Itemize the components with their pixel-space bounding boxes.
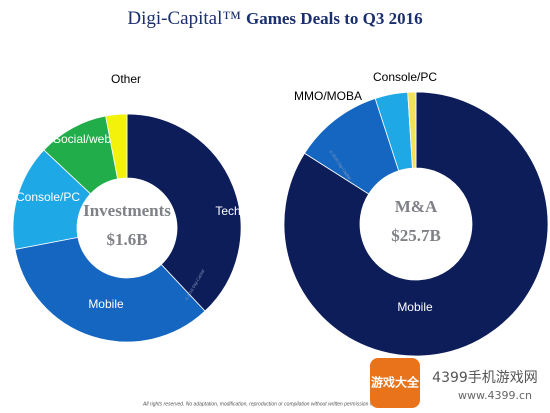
site-url: www.4399.cn — [458, 389, 532, 402]
logo-text: 游戏大全 — [371, 375, 420, 390]
slice — [126, 113, 242, 312]
center-title: Investments — [83, 201, 171, 220]
slice-label: Mobile — [88, 297, 124, 311]
slice — [14, 236, 206, 343]
title: Games Deals to Q3 2016 — [246, 9, 423, 28]
slice-label: Console/PC — [16, 190, 80, 204]
slice-label: Social/web — [53, 132, 111, 146]
footer: All rights reserved. No adaptation, modi… — [142, 401, 408, 407]
page-title: Digi-Capital™ Games Deals to Q3 2016 — [127, 8, 422, 29]
slice — [283, 91, 549, 357]
center-value: $25.7B — [391, 226, 441, 245]
slice-label: MMO/MOBA — [294, 89, 362, 103]
brand: Digi-Capital™ — [127, 8, 241, 29]
slice — [407, 91, 417, 169]
slice-label: Mobile — [397, 300, 433, 314]
center-value: $1.6B — [106, 230, 147, 249]
slice-label: Other — [111, 72, 141, 86]
slice-label: Tech — [215, 204, 240, 218]
logo-box — [370, 358, 420, 408]
slice — [12, 149, 92, 250]
slice — [105, 113, 128, 180]
site-name: 4399手机游戏网 — [432, 370, 538, 386]
center-title: M&A — [395, 197, 438, 216]
slice-label: Console/PC — [373, 70, 437, 84]
